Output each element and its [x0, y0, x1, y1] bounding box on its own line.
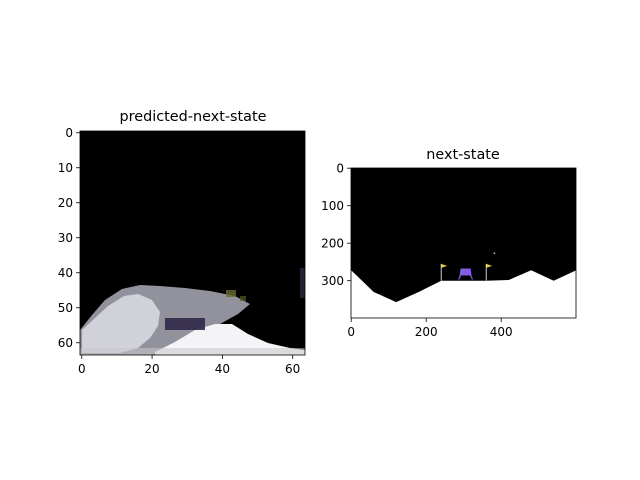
lander-leg-left — [458, 275, 462, 280]
right-subplot: next-state 0 200 400 0 100 200 300 — [321, 147, 577, 339]
y-tick-label: 0 — [65, 126, 73, 140]
left-y-axis: 0 10 20 30 40 50 60 — [58, 126, 80, 350]
particle — [493, 252, 496, 255]
left-speckle-yellow-2 — [240, 296, 246, 301]
x-tick-label: 60 — [285, 362, 300, 376]
x-tick-label: 0 — [347, 325, 355, 339]
y-tick-label: 0 — [336, 161, 344, 175]
y-tick-label: 10 — [58, 161, 73, 175]
x-tick-label: 200 — [415, 325, 438, 339]
left-blob-light — [82, 294, 160, 353]
x-tick-label: 20 — [144, 362, 159, 376]
right-lander — [458, 252, 496, 280]
y-tick-label: 30 — [58, 231, 73, 245]
left-purple-haze — [165, 318, 205, 330]
y-tick-label: 50 — [58, 301, 73, 315]
y-tick-label: 60 — [58, 336, 73, 350]
left-subplot: predicted-next-state 0 20 40 60 0 10 20 30 40 50… — [58, 109, 306, 376]
left-bottom-band — [80, 348, 305, 355]
lander-leg-right — [470, 275, 474, 280]
lander-body — [459, 268, 472, 276]
left-axes-frame — [79, 130, 306, 356]
flag — [486, 263, 493, 268]
y-tick-label: 40 — [58, 266, 73, 280]
left-x-axis: 0 20 40 60 — [78, 355, 300, 376]
left-speckle-yellow-1 — [226, 290, 236, 297]
right-landing-flags — [440, 263, 493, 281]
right-y-axis: 0 100 200 300 — [321, 161, 351, 288]
right-x-axis: 0 200 400 — [347, 318, 513, 339]
x-tick-label: 0 — [78, 362, 86, 376]
right-terrain — [351, 270, 577, 318]
y-tick-label: 100 — [321, 199, 344, 213]
left-speckle-right-edge — [300, 268, 305, 298]
y-tick-label: 300 — [321, 274, 344, 288]
left-title: predicted-next-state — [120, 109, 267, 125]
x-tick-label: 40 — [215, 362, 230, 376]
left-image — [80, 131, 305, 355]
y-tick-label: 20 — [58, 196, 73, 210]
right-image — [351, 168, 577, 318]
y-tick-label: 200 — [321, 236, 344, 250]
flag — [441, 263, 448, 268]
left-blob-white — [155, 324, 305, 355]
x-tick-label: 400 — [490, 325, 513, 339]
right-title: next-state — [426, 147, 500, 163]
